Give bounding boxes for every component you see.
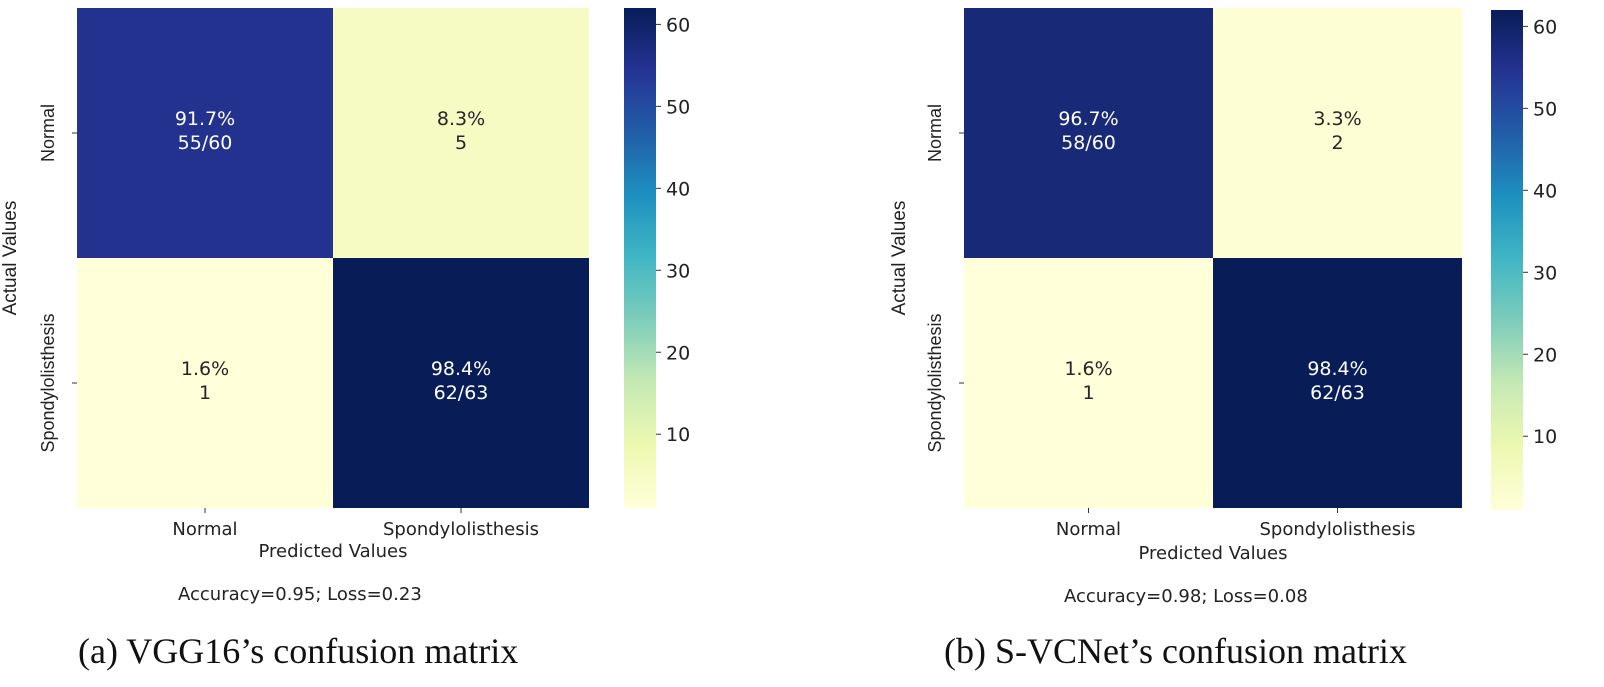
heatmap-cell-a-0-0	[77, 8, 333, 258]
y-tick-label-b-1: Spondylolisthesis	[925, 313, 945, 452]
x-tick-label-a-0: Normal	[172, 519, 237, 540]
cell-count-b-1-0: 1	[1082, 382, 1094, 404]
colorbar-tick-label-b-30: 30	[1533, 262, 1557, 284]
metrics-a: Accuracy=0.95; Loss=0.23	[178, 584, 422, 605]
colorbar-tick-label-a-60: 60	[666, 14, 690, 36]
cell-count-a-0-0: 55/60	[178, 132, 233, 154]
heatmap-cell-b-0-0	[964, 8, 1213, 258]
colorbar-tick-label-a-40: 40	[666, 178, 690, 200]
cell-count-b-0-1: 2	[1331, 132, 1343, 154]
cell-count-b-1-1: 62/63	[1310, 382, 1365, 404]
heatmap-cell-b-0-1	[1213, 8, 1462, 258]
x-tick-label-b-1: Spondylolisthesis	[1259, 519, 1415, 540]
x-tick-label-b-0: Normal	[1056, 519, 1121, 540]
cell-count-b-0-0: 58/60	[1061, 132, 1116, 154]
x-tick-label-a-1: Spondylolisthesis	[383, 519, 539, 540]
caption-a: (a) VGG16’s confusion matrix	[78, 631, 519, 671]
colorbar-tick-label-a-20: 20	[666, 342, 690, 364]
cell-count-a-1-0: 1	[199, 382, 211, 404]
y-tick-label-a-1: Spondylolisthesis	[38, 313, 58, 452]
y-tick-label-a-0: Normal	[38, 104, 58, 162]
cell-percent-a-0-1: 8.3%	[437, 108, 485, 130]
heatmap-cell-b-1-0	[964, 258, 1213, 508]
metrics-b: Accuracy=0.98; Loss=0.08	[1064, 586, 1308, 607]
cell-percent-b-1-1: 98.4%	[1307, 358, 1367, 380]
colorbar-tick-label-a-50: 50	[666, 96, 690, 118]
cell-count-a-0-1: 5	[455, 132, 467, 154]
colorbar-tick-label-a-30: 30	[666, 260, 690, 282]
y-axis-title-a: Actual Values	[0, 201, 21, 316]
colorbar-tick-label-b-60: 60	[1533, 16, 1557, 38]
y-axis-title-b: Actual Values	[889, 201, 910, 316]
caption-b: (b) S-VCNet’s confusion matrix	[944, 631, 1407, 671]
x-axis-title-b: Predicted Values	[1138, 543, 1287, 564]
confusion-matrix-b: 96.7%58/60 3.3%2 1.6%1 98.4%62/63 Normal Spon…	[889, 8, 1557, 564]
colorbar-b	[1491, 10, 1523, 510]
colorbar-tick-label-b-20: 20	[1533, 344, 1557, 366]
colorbar-tick-label-b-40: 40	[1533, 180, 1557, 202]
colorbar-tick-label-b-10: 10	[1533, 426, 1557, 448]
x-axis-title-a: Predicted Values	[258, 541, 407, 562]
cell-percent-b-0-1: 3.3%	[1313, 108, 1361, 130]
y-tick-label-b-0: Normal	[925, 104, 945, 162]
cell-percent-a-1-1: 98.4%	[431, 358, 491, 380]
heatmap-cell-a-1-0	[77, 258, 333, 508]
cell-count-a-1-1: 62/63	[434, 382, 489, 404]
cell-percent-b-0-0: 96.7%	[1058, 108, 1118, 130]
colorbar-tick-label-a-10: 10	[666, 424, 690, 446]
cell-percent-b-1-0: 1.6%	[1064, 358, 1112, 380]
cell-percent-a-0-0: 91.7%	[175, 108, 235, 130]
heatmap-cell-b-1-1	[1213, 258, 1462, 508]
colorbar-tick-label-b-50: 50	[1533, 98, 1557, 120]
heatmap-cell-a-0-1	[333, 8, 589, 258]
confusion-matrix-a: 91.7%55/60 8.3%5 1.6%1 98.4%62/63 Normal Spon…	[0, 8, 690, 562]
colorbar-a	[624, 8, 656, 508]
heatmap-cell-a-1-1	[333, 258, 589, 508]
cell-percent-a-1-0: 1.6%	[181, 358, 229, 380]
